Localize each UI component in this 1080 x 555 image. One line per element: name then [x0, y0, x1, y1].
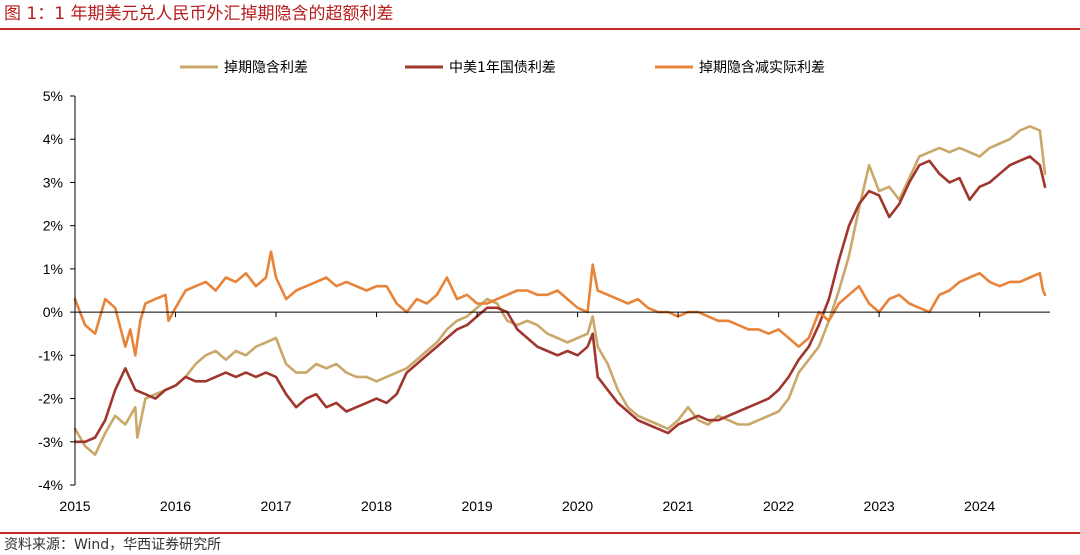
y-tick-label: -2%: [38, 391, 63, 407]
series-line-3: [73, 250, 1047, 357]
figure-title: 图 1：1 年期美元兑人民币外汇掉期隐含的超额利差: [4, 4, 394, 24]
source-note: 资料来源：Wind，华西证券研究所: [4, 537, 222, 553]
x-tick-label: 2018: [361, 498, 392, 514]
y-tick-label: 5%: [43, 88, 63, 104]
x-tick-label: 2017: [260, 498, 291, 514]
x-tick-label: 2019: [461, 498, 492, 514]
chart-legend: 掉期隐含利差 中美1年国债利差 掉期隐含减实际利差: [180, 60, 825, 76]
legend-label-3: 掉期隐含减实际利差: [699, 60, 825, 76]
axes: [74, 96, 1050, 485]
y-tick-label: 4%: [43, 131, 63, 147]
x-axis-ticks: 2015 2016 2017 2018 2019 2020 2021 2022 2023 2024: [59, 312, 995, 514]
y-tick-label: -4%: [38, 477, 63, 493]
series-line-2: [73, 155, 1047, 444]
title-rule: [0, 28, 1080, 30]
y-tick-label: -3%: [38, 434, 63, 450]
x-tick-label: 2021: [663, 498, 694, 514]
x-tick-label: 2022: [763, 498, 794, 514]
legend-label-1: 掉期隐含利差: [224, 60, 308, 76]
x-tick-label: 2016: [160, 498, 191, 514]
legend-label-2: 中美1年国债利差: [449, 60, 556, 76]
x-tick-label: 2015: [59, 498, 90, 514]
source-rule: [0, 532, 1080, 534]
y-axis-ticks: -4% -3% -2% -1% 0% 1% 2% 3% 4% 5%: [38, 88, 75, 493]
line-chart: 掉期隐含利差 中美1年国债利差 掉期隐含减实际利差 -4% -3% -2% -1% 0% 1%…: [38, 60, 1050, 514]
series-line-1: [73, 125, 1047, 456]
y-tick-label: 0%: [43, 304, 63, 320]
y-tick-label: -1%: [38, 347, 63, 363]
y-tick-label: 2%: [43, 218, 63, 234]
x-tick-label: 2024: [964, 498, 995, 514]
series-lines: [73, 125, 1047, 456]
y-tick-label: 1%: [43, 261, 63, 277]
y-tick-label: 3%: [43, 174, 63, 190]
x-tick-label: 2020: [562, 498, 593, 514]
x-tick-label: 2023: [864, 498, 895, 514]
